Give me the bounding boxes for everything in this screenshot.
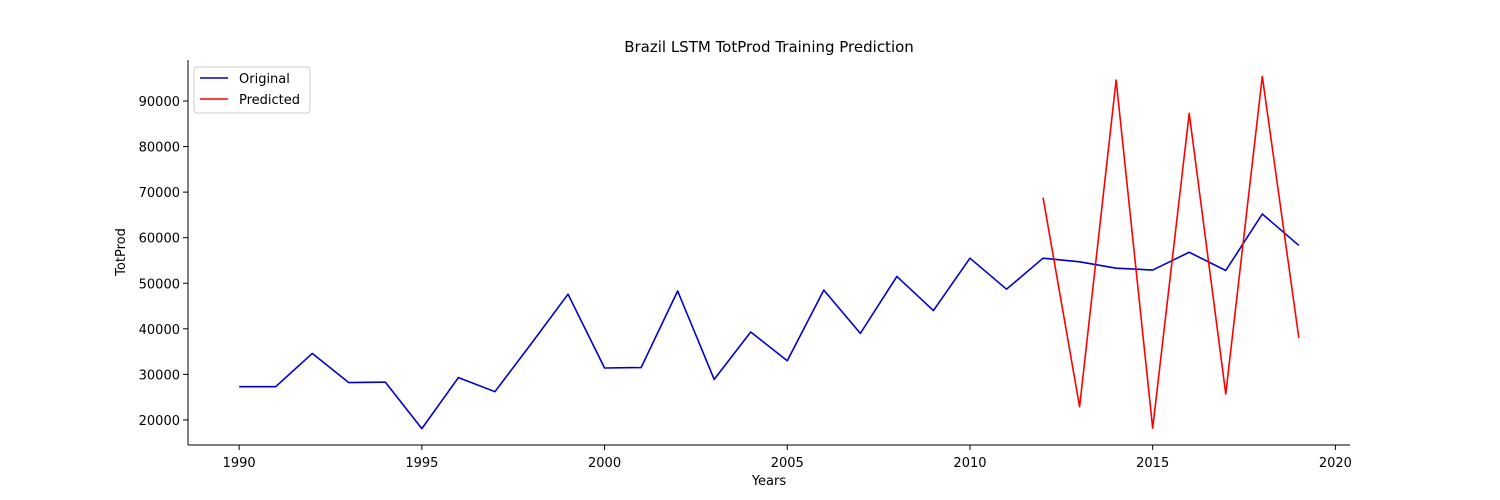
- y-tick-label: 80000: [139, 141, 180, 156]
- y-tick-label: 60000: [139, 232, 180, 247]
- y-axis-label: TotProd: [114, 228, 129, 277]
- series-line-predicted: [1042, 75, 1300, 429]
- y-tick-label: 30000: [139, 368, 180, 383]
- legend-label-predicted: Predicted: [239, 93, 300, 108]
- x-tick-label: 1995: [405, 456, 438, 471]
- y-tick-label: 50000: [139, 277, 180, 292]
- x-tick-label: 2020: [1319, 456, 1352, 471]
- y-tick-label: 70000: [139, 186, 180, 201]
- series-line-original: [239, 213, 1300, 430]
- legend: Original Predicted: [193, 66, 311, 114]
- x-tick-label: 2005: [771, 456, 804, 471]
- plot-series: [239, 75, 1300, 430]
- x-axis-label: Years: [751, 474, 787, 489]
- x-tick-label: 2000: [588, 456, 621, 471]
- y-axis-ticks: 20000 30000 40000 50000 60000 70000 80000 90000: [139, 95, 188, 429]
- y-tick-label: 40000: [139, 323, 180, 338]
- y-tick-label: 20000: [139, 414, 180, 429]
- x-tick-label: 2015: [1136, 456, 1169, 471]
- x-tick-label: 1990: [223, 456, 256, 471]
- x-axis-ticks: 1990 1995 2000 2005 2010 2015 2020: [223, 445, 1352, 471]
- legend-label-original: Original: [239, 72, 290, 87]
- chart-title: Brazil LSTM TotProd Training Prediction: [624, 38, 914, 56]
- x-tick-label: 2010: [953, 456, 986, 471]
- y-tick-label: 90000: [139, 95, 180, 110]
